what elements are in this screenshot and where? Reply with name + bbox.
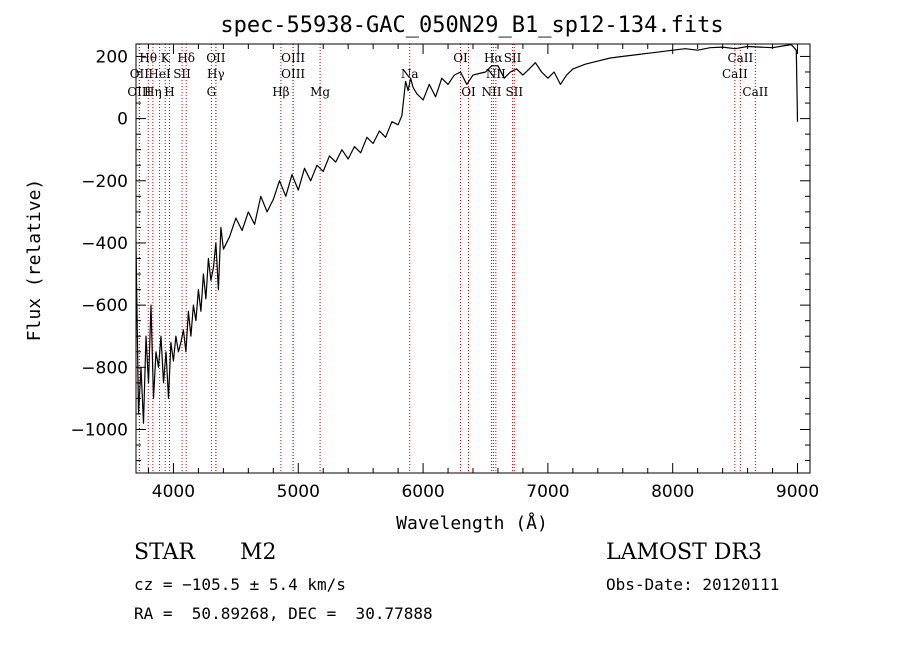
y-tick-label: −200: [81, 172, 128, 192]
series-group: [136, 44, 799, 424]
spectral-line-label: Mg: [310, 85, 330, 99]
spectral-line-label: Hα: [484, 51, 503, 65]
x-tick-label: 8000: [651, 482, 694, 502]
object-subclass: M2: [240, 540, 277, 565]
spectral-line-label: OIII: [281, 67, 305, 81]
x-axis-label: Wavelength (Å): [396, 512, 548, 534]
spectral-line-label: OII: [130, 67, 150, 81]
y-tick-label: 0: [117, 110, 128, 130]
spectral-line-label: SII: [173, 67, 191, 81]
spectral-line-markers: [138, 44, 756, 473]
coordinates-readout: RA = 50.89268, DEC = 30.77888: [134, 604, 433, 623]
plot-frame: [135, 43, 811, 474]
spectral-line-label: OIII: [281, 51, 305, 65]
spectral-line-label: HeI: [148, 67, 171, 81]
spectral-line-label: Na: [401, 67, 419, 81]
spectral-line-label: OII: [206, 51, 226, 65]
y-tick-label: −600: [81, 296, 128, 316]
spectral-line-label: G: [207, 85, 217, 99]
spectral-line-label: OI: [453, 51, 468, 65]
spectral-line-label: CaII: [722, 67, 748, 81]
x-tick-label: 6000: [401, 482, 444, 502]
y-tick-label: −1000: [70, 420, 128, 440]
x-tick-label: 7000: [526, 482, 569, 502]
redshift-readout: cz = −105.5 ± 5.4 km/s: [134, 575, 346, 594]
spectral-line-label: Hθ: [139, 51, 157, 65]
chart-title: spec-55938-GAC_050N29_B1_sp12-134.fits: [220, 13, 723, 38]
y-tick-label: −400: [81, 234, 128, 254]
y-tick-label: 200: [96, 47, 128, 67]
spectral-line-label: OIII: [127, 85, 151, 99]
spectral-line-label: K: [161, 51, 171, 65]
x-tick-label: 4000: [152, 482, 195, 502]
spectral-line-label: CaII: [742, 85, 768, 99]
y-tick-label: −800: [81, 358, 128, 378]
x-tick-label: 9000: [776, 482, 819, 502]
survey-name: LAMOST DR3: [606, 540, 762, 565]
spectral-line-label: H: [164, 85, 174, 99]
series-line-flux: [136, 44, 799, 424]
object-class: STAR: [134, 540, 195, 565]
y-axis-ticks: −1000 −800 −600 −400 −200 0 200: [70, 47, 810, 462]
observation-date: Obs-Date: 20120111: [606, 575, 780, 594]
spectral-line-label: SII: [504, 51, 522, 65]
spectral-line-label: OI: [461, 85, 476, 99]
y-axis-label: Flux (relative): [24, 179, 45, 342]
x-axis-ticks: 4000 5000 6000 7000 8000 9000: [147, 44, 819, 502]
spectral-line-label: SII: [505, 85, 523, 99]
spectral-line-label: CaII: [727, 51, 753, 65]
spectral-line-label: Hη: [144, 85, 162, 99]
x-tick-label: 5000: [277, 482, 320, 502]
spectral-line-label: Hδ: [177, 51, 195, 65]
spectral-line-label: NII: [481, 85, 501, 99]
spectral-line-label: Hγ: [207, 67, 225, 81]
spectral-line-label: NII: [486, 67, 506, 81]
spectral-line-label: Hβ: [272, 85, 289, 99]
